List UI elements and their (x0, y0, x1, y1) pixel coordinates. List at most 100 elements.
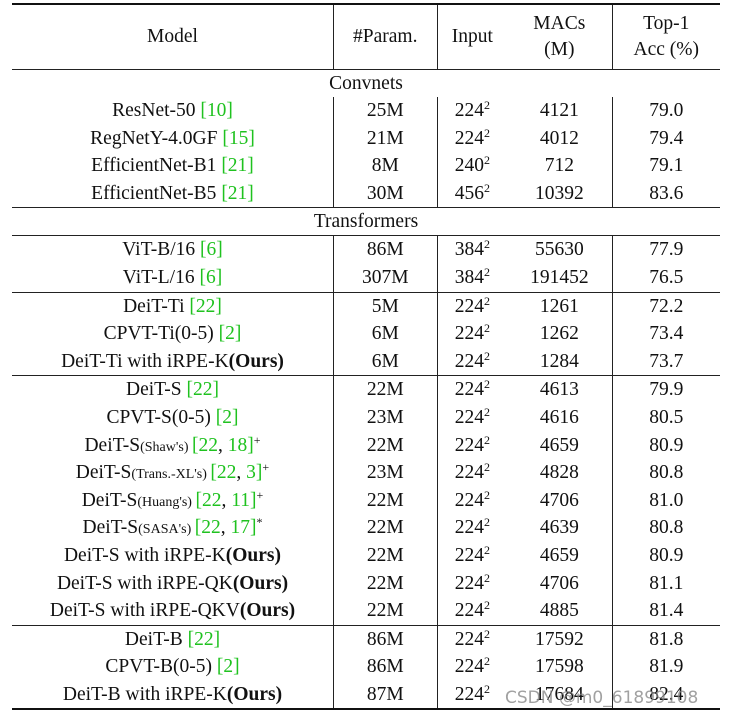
table-row: ViT-L/16 [6] 307M 3842 191452 76.5 (12, 263, 720, 293)
citation-separator: , (220, 517, 231, 539)
col-header-macs: MACs (M) (507, 4, 613, 70)
params-cell: 86M (333, 235, 438, 264)
table-row: RegNetY-4.0GF [15] 21M 2242 4012 79.4 (12, 124, 720, 153)
acc-value: 79.1 (649, 155, 684, 177)
input-cell: 2242 (437, 125, 507, 153)
table-row: EfficientNet-B5 [21] 30M 4562 10392 83.6 (12, 179, 720, 208)
acc-value: 81.4 (649, 600, 684, 622)
acc-value: 81.8 (649, 628, 684, 650)
citation: [6] (200, 239, 223, 261)
table-row: DeiT-Ti with iRPE-K(Ours) 6M 2242 1284 73.7 (12, 347, 720, 376)
col-header-input: Input (451, 26, 493, 48)
input-exponent: 2 (483, 237, 490, 252)
macs-value: 4613 (539, 379, 579, 401)
acc-cell: 73.7 (612, 348, 720, 376)
model-name: ViT-L/16 (122, 267, 200, 289)
input-cell: 2242 (437, 624, 508, 654)
model-name: DeiT-S (126, 379, 187, 401)
col-header-params: #Param. (333, 4, 438, 70)
model-name: DeiT-S (82, 517, 139, 539)
table-row: DeiT-S [22] 22M 2242 4613 79.9 (12, 375, 720, 404)
model-cell: DeiT-S(Trans.-XL's) [22, 3]+ (12, 459, 334, 487)
macs-cell: 712 (507, 152, 613, 180)
params-cell: 22M (333, 541, 438, 570)
model-cell: DeiT-S(SASA's) [22, 17]* (12, 514, 334, 542)
input-cell: 2242 (437, 375, 508, 404)
params-cell: 22M (333, 431, 438, 460)
macs-value: 1284 (539, 350, 579, 372)
model-name: DeiT-S (81, 489, 138, 511)
model-name: RegNetY-4.0GF (90, 127, 223, 149)
input-exponent: 2 (483, 180, 490, 195)
table-row: DeiT-S(Shaw's) [22, 18]+ 22M 2242 4659 80.9 (12, 431, 720, 460)
table-row: EfficientNet-B1 [21] 8M 2402 712 79.1 (12, 152, 720, 180)
acc-value: 80.5 (649, 406, 684, 428)
citation: [22 (210, 462, 237, 484)
model-cell: ViT-L/16 [6] (12, 263, 334, 293)
ours-label: (Ours) (226, 683, 283, 705)
params-cell: 22M (333, 486, 438, 515)
citation: [22 (195, 489, 222, 511)
acc-value: 80.8 (649, 517, 684, 539)
table-row: ResNet-50 [10] 25M 2242 4121 79.0 (12, 97, 720, 125)
params-cell: 30M (333, 179, 438, 208)
model-name: DeiT-S (75, 462, 132, 484)
citation: [2] (216, 656, 240, 678)
ours-label: (Ours) (232, 572, 289, 594)
params-value: 30M (366, 182, 404, 204)
input-exponent: 2 (483, 377, 490, 392)
citation: [2] (218, 323, 242, 345)
input-cell: 3842 (437, 264, 507, 292)
citation: [22] (187, 628, 221, 650)
macs-value: 55630 (534, 239, 584, 261)
params-cell: 8M (333, 152, 438, 180)
input-cell: 2242 (437, 597, 507, 625)
input-exponent: 2 (483, 570, 490, 585)
macs-value: 10392 (534, 182, 584, 204)
macs-value: 4659 (539, 544, 579, 566)
macs-value: 17684 (534, 683, 584, 705)
section-row-convnets: Convnets (12, 69, 720, 97)
acc-value: 79.4 (649, 127, 684, 149)
model-cell: CPVT-Ti(0-5) [2] (12, 320, 334, 348)
acc-cell: 79.0 (612, 97, 720, 125)
citation-separator: , (218, 434, 228, 456)
params-value: 22M (366, 544, 404, 566)
citation: 18] (227, 434, 254, 456)
model-cell: CPVT-S(0-5) [2] (12, 403, 334, 432)
acc-value: 73.7 (649, 350, 684, 372)
macs-cell: 4828 (507, 459, 613, 487)
params-cell: 22M (333, 569, 438, 598)
input-exponent: 2 (483, 125, 490, 140)
input-cell: 2242 (437, 404, 507, 432)
input-exponent: 2 (483, 153, 490, 168)
macs-value: 4706 (539, 489, 579, 511)
acc-value: 81.0 (649, 489, 684, 511)
params-cell: 25M (333, 97, 438, 125)
params-cell: 22M (333, 514, 438, 542)
model-cell: DeiT-S(Shaw's) [22, 18]+ (12, 431, 334, 460)
params-value: 6M (371, 323, 399, 345)
acc-cell: 80.8 (612, 514, 720, 542)
acc-cell: 72.2 (612, 291, 720, 321)
model-variant: (Huang's) (137, 494, 196, 510)
input-resolution: 224 (454, 600, 484, 622)
input-cell: 2242 (437, 320, 507, 348)
acc-value: 76.5 (649, 267, 684, 289)
model-variant: (Trans.-XL's) (131, 467, 211, 483)
macs-value: 17598 (534, 656, 584, 678)
params-cell: 86M (333, 624, 438, 654)
acc-cell: 81.4 (612, 597, 720, 625)
footnote-mark: + (262, 460, 270, 475)
watermark: CSDN @m0_61899108 (505, 688, 699, 708)
macs-value: 4012 (539, 127, 579, 149)
citation: [21] (221, 182, 254, 204)
macs-value: 4121 (539, 100, 579, 122)
model-cell: RegNetY-4.0GF [15] (12, 124, 334, 153)
model-name: DeiT-Ti (123, 295, 190, 317)
acc-cell: 80.8 (612, 459, 720, 487)
acc-value: 81.9 (649, 656, 684, 678)
input-cell: 2242 (437, 348, 507, 376)
params-value: 8M (371, 155, 399, 177)
macs-cell: 4613 (507, 375, 613, 404)
